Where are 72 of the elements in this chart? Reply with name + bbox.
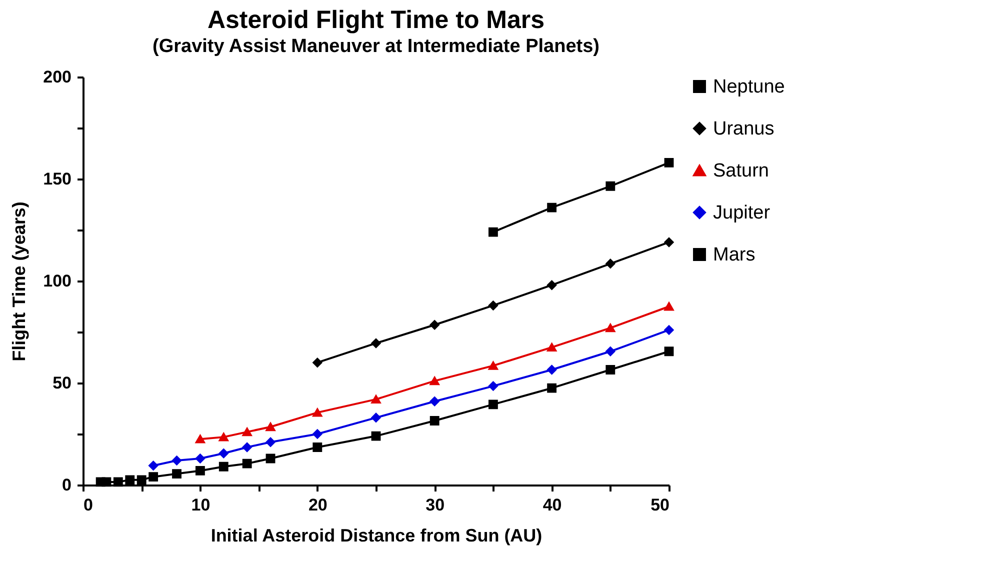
- point: [488, 400, 498, 410]
- point: [606, 365, 616, 374]
- point: [488, 381, 498, 391]
- point: [606, 324, 616, 332]
- point: [430, 396, 440, 406]
- point: [488, 300, 498, 310]
- point: [547, 202, 557, 212]
- point: [664, 346, 674, 356]
- point: [430, 320, 440, 330]
- point: [266, 437, 276, 447]
- point: [371, 338, 381, 348]
- point: [172, 469, 182, 478]
- point: [102, 477, 112, 487]
- point: [312, 429, 322, 439]
- point: [312, 358, 322, 368]
- point: [218, 448, 228, 458]
- point: [148, 460, 158, 470]
- point: [606, 258, 616, 268]
- point: [664, 238, 674, 247]
- point: [242, 442, 252, 452]
- point: [547, 280, 557, 290]
- point: [488, 361, 498, 370]
- point: [195, 466, 205, 476]
- point: [430, 376, 440, 386]
- point: [606, 181, 616, 191]
- point: [125, 475, 135, 485]
- point: [195, 434, 205, 444]
- y-tick-label: 200: [43, 68, 72, 86]
- legend-label: Uranus: [713, 118, 774, 140]
- point: [488, 227, 498, 237]
- point: [430, 416, 440, 426]
- point: [242, 458, 252, 468]
- point: [113, 477, 123, 487]
- y-axis-title: Flight Time (years): [9, 202, 30, 362]
- point: [172, 456, 182, 466]
- point: [266, 422, 276, 432]
- x-tick-label: 10: [191, 496, 210, 514]
- point: [195, 454, 205, 464]
- point: [664, 302, 674, 311]
- point: [547, 383, 557, 393]
- point: [606, 346, 616, 356]
- point: [371, 431, 381, 441]
- chart-title: Asteroid Flight Time to Mars: [207, 6, 545, 34]
- point: [312, 442, 322, 452]
- point: [664, 158, 674, 168]
- x-axis-title: Initial Asteroid Distance from Sun (AU): [210, 526, 542, 546]
- legend-label: Neptune: [713, 76, 785, 98]
- point: [547, 365, 557, 374]
- point: [136, 475, 146, 485]
- y-tick-label: 100: [43, 272, 72, 290]
- legend-label: Jupiter: [713, 202, 771, 224]
- x-tick-label: 50: [650, 496, 670, 514]
- y-tick-label: 150: [43, 170, 72, 188]
- y-tick-label: 50: [52, 374, 72, 392]
- legend-label: Mars: [713, 244, 756, 266]
- point: [242, 428, 252, 436]
- point: [371, 395, 381, 404]
- point: [218, 432, 228, 442]
- x-tick-label: 40: [542, 496, 562, 514]
- x-tick-label: 30: [426, 496, 445, 514]
- point: [547, 343, 557, 352]
- point: [312, 408, 322, 417]
- chart-subtitle: (Gravity Assist Maneuver at Intermediate Planets): [152, 36, 600, 57]
- point: [148, 472, 158, 482]
- point: [664, 325, 674, 335]
- y-tick-label: 0: [62, 476, 72, 494]
- point: [218, 462, 228, 472]
- point: [371, 412, 381, 422]
- x-tick-label: 0: [84, 496, 93, 514]
- legend-label: Saturn: [713, 160, 769, 182]
- x-tick-label: 20: [308, 496, 328, 514]
- point: [266, 454, 276, 464]
